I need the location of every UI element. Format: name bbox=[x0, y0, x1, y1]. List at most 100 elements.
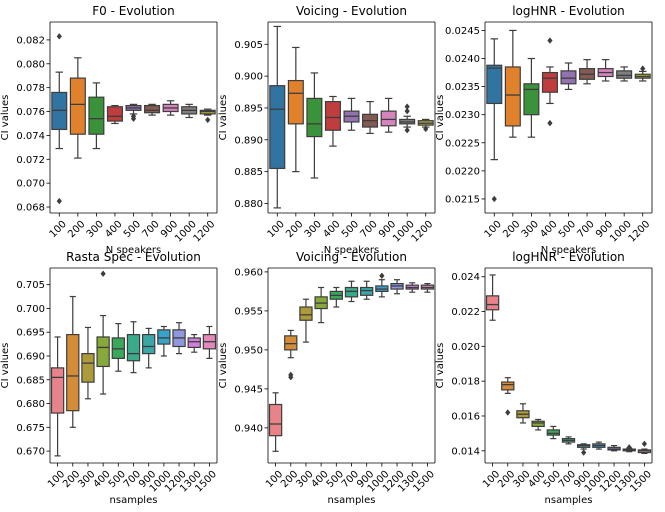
x-tick-label: 300 bbox=[520, 219, 541, 240]
x-axis-label: nsamples bbox=[545, 495, 593, 506]
box-500 bbox=[546, 429, 560, 436]
box-300 bbox=[523, 83, 540, 116]
x-axis-label: nsamples bbox=[328, 495, 376, 506]
x-tick-label: 700 bbox=[575, 219, 596, 240]
outlier-point bbox=[404, 103, 410, 110]
box-300 bbox=[306, 97, 323, 138]
y-tick-label: 0.695 bbox=[16, 328, 45, 339]
box-300 bbox=[299, 306, 313, 321]
chart-title: logHNR - Evolution bbox=[512, 4, 625, 18]
chart-panel-6: 0.0140.0160.0180.0200.0220.0241002003004… bbox=[435, 250, 654, 506]
y-axis-label: CI values bbox=[0, 95, 11, 141]
x-tick-label: 300 bbox=[85, 219, 106, 240]
y-tick-label: 0.895 bbox=[234, 103, 263, 114]
x-tick-label: 500 bbox=[122, 219, 143, 240]
y-tick-label: 0.014 bbox=[451, 446, 480, 457]
x-tick-label: 700 bbox=[140, 219, 161, 240]
box-400 bbox=[324, 100, 341, 131]
outlier-point bbox=[626, 444, 632, 451]
chart-title: Voicing - Evolution bbox=[296, 4, 407, 18]
box-100 bbox=[485, 295, 500, 311]
outlier-point bbox=[130, 115, 137, 122]
box-1000 bbox=[616, 70, 633, 79]
y-tick-label: 0.670 bbox=[16, 447, 45, 458]
y-tick-label: 0.705 bbox=[16, 280, 45, 291]
y-tick-label: 0.0220 bbox=[445, 166, 480, 177]
x-tick-label: 200 bbox=[284, 219, 305, 240]
box-200 bbox=[501, 381, 515, 391]
outlier-point bbox=[379, 272, 385, 279]
box-100 bbox=[269, 85, 286, 170]
y-tick-label: 0.0240 bbox=[445, 54, 480, 65]
y-tick-label: 0.905 bbox=[234, 40, 263, 51]
y-tick-label: 0.960 bbox=[234, 267, 263, 278]
x-tick-label: 500 bbox=[557, 219, 578, 240]
box-200 bbox=[66, 333, 80, 412]
box-500 bbox=[560, 70, 577, 85]
y-tick-label: 0.0235 bbox=[445, 82, 480, 93]
y-axis-label: CI values bbox=[218, 95, 229, 141]
box-200 bbox=[284, 335, 298, 351]
box-700 bbox=[144, 104, 161, 114]
y-tick-label: 0.016 bbox=[451, 411, 480, 422]
y-tick-label: 0.680 bbox=[16, 399, 45, 410]
outlier-point bbox=[641, 440, 648, 448]
y-tick-label: 0.0225 bbox=[445, 138, 480, 149]
y-tick-label: 0.080 bbox=[16, 59, 45, 70]
outlier-point bbox=[491, 195, 497, 203]
box-1000 bbox=[157, 329, 171, 345]
y-axis-label: CI values bbox=[435, 343, 446, 389]
y-tick-label: 0.022 bbox=[451, 307, 480, 318]
y-tick-label: 0.885 bbox=[234, 167, 263, 178]
outlier-point bbox=[288, 374, 294, 381]
y-tick-label: 0.076 bbox=[16, 107, 45, 118]
outlier-point bbox=[404, 127, 410, 134]
y-tick-label: 0.955 bbox=[234, 306, 263, 317]
x-tick-label: 1200 bbox=[192, 219, 218, 245]
chart-panel-3: 0.0215 0.0220 0.0225 0.0230 0.0235 0.0240 0.02… bbox=[435, 4, 653, 256]
y-tick-label: 0.070 bbox=[16, 179, 45, 190]
y-tick-label: 0.082 bbox=[16, 35, 45, 46]
box-200 bbox=[69, 77, 86, 135]
x-axis-label: N speakers bbox=[541, 245, 596, 256]
y-tick-label: 0.024 bbox=[451, 272, 480, 283]
chart-title: Rasta Spec - Evolution bbox=[66, 250, 201, 264]
box-500 bbox=[111, 337, 125, 359]
outlier-point bbox=[56, 33, 62, 40]
y-tick-label: 0.0245 bbox=[445, 26, 480, 37]
y-axis-label: CI values bbox=[0, 343, 11, 389]
x-tick-label: 200 bbox=[66, 219, 87, 240]
x-tick-label: 1200 bbox=[410, 219, 436, 245]
x-tick-label: 700 bbox=[358, 219, 379, 240]
box-900 bbox=[360, 286, 374, 296]
x-axis-label: N speakers bbox=[106, 245, 161, 256]
y-tick-label: 0.890 bbox=[234, 135, 263, 146]
box-400 bbox=[541, 71, 558, 93]
y-tick-label: 0.018 bbox=[451, 377, 480, 388]
x-tick-label: 400 bbox=[538, 219, 559, 240]
x-tick-label: 500 bbox=[340, 219, 361, 240]
box-400 bbox=[106, 106, 123, 122]
y-tick-label: 0.072 bbox=[16, 155, 45, 166]
chart-panel-1: 0.068 0.070 0.072 0.074 0.076 0.078 0.080 0.082… bbox=[0, 4, 218, 256]
chart-panel-5: 0.9400.9450.9500.9550.960100200300400500… bbox=[218, 250, 437, 506]
y-axis-label: CI values bbox=[435, 95, 446, 141]
y-tick-label: 0.950 bbox=[234, 345, 263, 356]
y-tick-label: 0.700 bbox=[16, 304, 45, 315]
box-100 bbox=[50, 367, 65, 414]
box-1300 bbox=[187, 337, 201, 349]
chart-panel-2: 0.880 0.885 0.890 0.895 0.900 0.905 1002003004… bbox=[218, 4, 436, 256]
y-tick-label: 0.068 bbox=[16, 203, 45, 214]
outlier-point bbox=[205, 116, 211, 124]
chart-title: logHNR - Evolution bbox=[512, 250, 625, 264]
x-axis-label: nsamples bbox=[110, 495, 158, 506]
outlier-point bbox=[56, 197, 62, 205]
y-tick-label: 0.675 bbox=[16, 423, 45, 434]
y-tick-label: 0.690 bbox=[16, 351, 45, 362]
box-900 bbox=[142, 333, 156, 355]
x-tick-label: 100 bbox=[48, 219, 69, 240]
box-100 bbox=[268, 403, 283, 437]
y-tick-label: 0.0215 bbox=[445, 194, 480, 205]
x-tick-label: 100 bbox=[266, 219, 287, 240]
